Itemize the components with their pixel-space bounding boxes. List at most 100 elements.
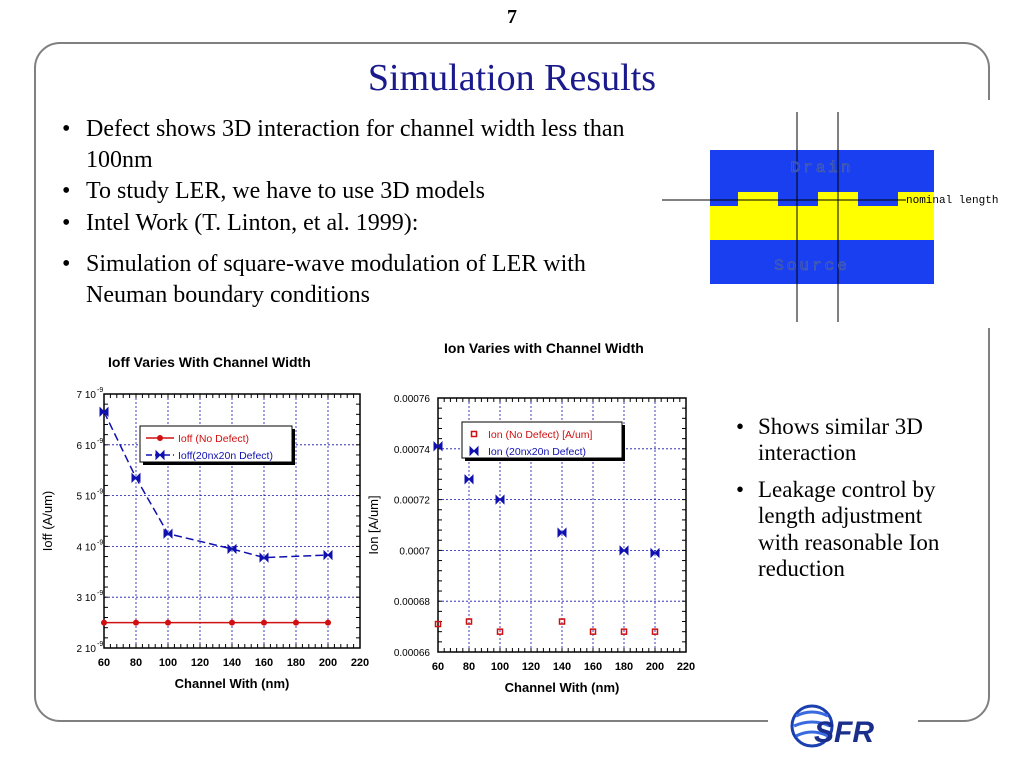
legend-label: Ioff(20nx20n Defect) [178, 450, 273, 462]
data-point [99, 406, 109, 417]
y-tick-label: 0.00074 [394, 445, 431, 456]
y-tick-label: 5 10 [77, 492, 97, 503]
data-point [101, 619, 107, 626]
x-tick-label: 80 [130, 657, 142, 669]
data-point [589, 628, 597, 635]
sfr-logo: SFR [790, 704, 874, 749]
ion-chart-title: Ion Varies with Channel Width [444, 340, 644, 356]
frame-gap-right [982, 100, 996, 328]
x-axis-label: Channel With (nm) [505, 680, 620, 695]
nominal-length-label: nominal length [906, 195, 998, 207]
transistor-diagram: Drain Source nominal length [662, 112, 998, 322]
y-tick-label: 0.00072 [394, 496, 431, 507]
ioff-chart-title: Ioff Varies With Channel Width [108, 354, 311, 370]
x-tick-label: 140 [553, 661, 571, 673]
x-tick-label: 160 [584, 661, 602, 673]
y-tick-exponent: -9 [97, 641, 103, 648]
data-point [293, 619, 299, 626]
legend-marker [157, 435, 163, 441]
slide-frame [34, 42, 990, 722]
x-tick-label: 160 [255, 657, 273, 669]
x-tick-label: 100 [159, 657, 177, 669]
data-point [558, 618, 566, 625]
legend-label: Ion (20nx20n Defect) [488, 446, 586, 458]
data-point [619, 545, 629, 556]
y-tick-label: 0.0007 [399, 546, 430, 557]
x-tick-label: 80 [463, 661, 475, 673]
data-point [434, 620, 442, 628]
y-tick-label: 0.00068 [394, 597, 431, 608]
y-tick-label: 2 10 [77, 644, 97, 655]
series-0 [434, 618, 659, 635]
x-tick-label: 120 [522, 661, 540, 673]
conclusion-item: Leakage control by length adjustment wit… [734, 477, 964, 583]
data-point [131, 472, 141, 484]
frame-gap-bottom [768, 712, 918, 732]
y-tick-exponent: -9 [97, 590, 103, 597]
x-tick-label: 220 [677, 661, 695, 673]
x-tick-label: 180 [615, 661, 633, 673]
series-line [103, 411, 329, 559]
y-tick-label: 6 10 [77, 441, 97, 452]
legend-box [139, 425, 293, 463]
data-point [133, 619, 139, 626]
source-label: Source [774, 257, 850, 275]
y-tick-label: 0.00066 [394, 648, 431, 659]
data-point [465, 618, 473, 625]
legend-marker [469, 445, 479, 457]
channel-region [710, 192, 934, 240]
data-point [323, 549, 333, 561]
x-tick-label: 200 [319, 657, 337, 669]
slide-title: Simulation Results [367, 57, 657, 99]
series-0 [101, 619, 331, 626]
data-point [650, 547, 660, 559]
data-point [227, 543, 237, 555]
legend-label: Ion (No Defect) [A/um] [488, 429, 593, 441]
conclusion-item: Shows similar 3D interaction [734, 414, 964, 467]
legend-marker [155, 449, 165, 461]
y-axis-label: Ioff (A/um) [40, 491, 55, 551]
data-point [229, 619, 235, 626]
data-point [495, 494, 505, 505]
conclusion-bullet-list: Shows similar 3D interaction Leakage con… [734, 414, 964, 593]
x-tick-label: 100 [491, 661, 509, 673]
x-axis-label: Channel With (nm) [175, 676, 290, 691]
series-1 [99, 406, 333, 563]
y-tick-label: 0.00076 [394, 394, 431, 405]
ion-chart: 60 80 100 120 140 160 180 200 220 0.00066 0.00068 0… [366, 394, 695, 695]
data-point [464, 474, 474, 485]
y-tick-exponent: -9 [97, 387, 103, 394]
y-tick-label: 7 10 [77, 390, 97, 401]
data-point [325, 619, 331, 626]
globe-icon [790, 704, 834, 748]
x-tick-label: 220 [351, 657, 369, 669]
data-point [259, 552, 269, 563]
legend-label: Ioff (No Defect) [178, 433, 249, 445]
bullet-item: Simulation of square-wave modulation of … [56, 249, 656, 311]
x-tick-label: 200 [646, 661, 664, 673]
data-point [651, 628, 659, 635]
data-point [496, 628, 504, 635]
x-tick-label: 120 [191, 657, 209, 669]
x-tick-label: 60 [432, 661, 444, 673]
data-point [165, 619, 171, 626]
x-tick-label: 180 [287, 657, 305, 669]
slide-number: 7 [507, 6, 517, 28]
bullet-item: To study LER, we have to use 3D models [56, 176, 656, 207]
bullet-item: Intel Work (T. Linton, et al. 1999): [56, 208, 656, 239]
legend-box [461, 421, 623, 459]
drain-label: Drain [790, 159, 853, 177]
y-tick-exponent: -9 [97, 438, 103, 445]
data-point [163, 528, 173, 539]
x-tick-label: 60 [98, 657, 110, 669]
y-tick-label: 4 10 [77, 542, 97, 553]
data-point [261, 619, 267, 626]
data-point [557, 527, 567, 538]
y-tick-exponent: -9 [97, 489, 103, 496]
legend-marker [470, 430, 478, 438]
series-1 [433, 441, 660, 559]
y-tick-label: 3 10 [77, 593, 97, 604]
x-tick-label: 140 [223, 657, 241, 669]
y-axis-label: Ion [A/um] [366, 495, 381, 554]
data-point [433, 441, 443, 452]
